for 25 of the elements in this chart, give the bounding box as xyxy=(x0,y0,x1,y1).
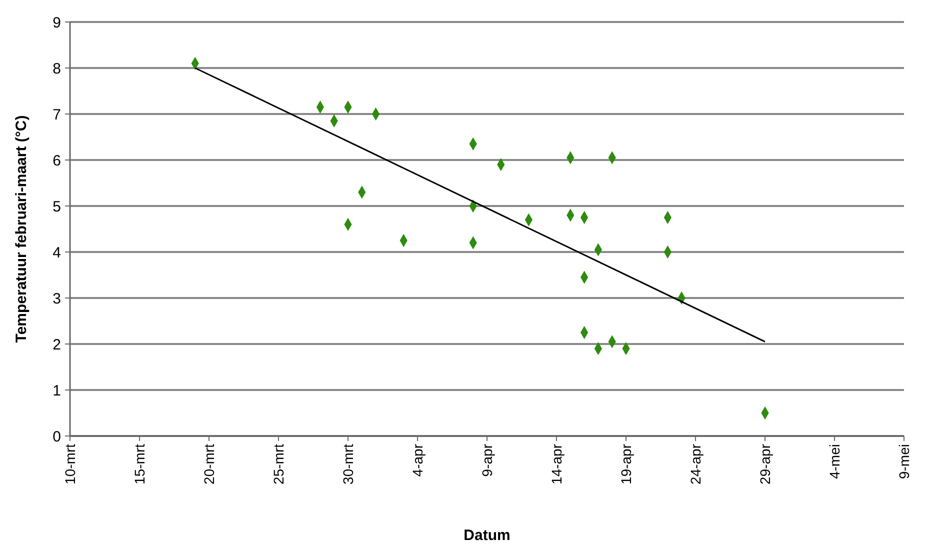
x-axis-title: Datum xyxy=(464,527,510,544)
x-tick-label: 9-mei xyxy=(896,444,912,480)
y-tick-label: 2 xyxy=(52,336,61,354)
x-tick-label: 19-apr xyxy=(618,444,634,484)
x-tick-label: 9-apr xyxy=(478,444,495,477)
y-tick-label: 5 xyxy=(52,198,61,216)
y-tick-label: 9 xyxy=(52,14,61,32)
y-tick-label: 8 xyxy=(52,60,61,78)
y-tick-label: 4 xyxy=(52,244,61,262)
y-axis-title: Temperatuur februari-maart (°C) xyxy=(13,115,30,343)
x-tick-label: 4-mei xyxy=(826,444,842,480)
y-tick-label: 3 xyxy=(52,290,61,308)
x-tick-label: 14-apr xyxy=(548,444,564,484)
x-tick-label: 24-apr xyxy=(687,444,704,484)
x-tick-label: 4-apr xyxy=(409,444,426,477)
x-tick-label: 15-mrt xyxy=(131,444,148,484)
x-tick-label: 20-mrt xyxy=(200,444,217,484)
x-tick-label: 10-mrt xyxy=(62,444,78,484)
y-tick-label: 0 xyxy=(52,428,61,446)
y-tick-label: 7 xyxy=(52,106,61,124)
x-tick-label: 25-mrt xyxy=(270,444,286,484)
y-tick-label: 6 xyxy=(52,152,61,170)
x-tick-label: 29-apr xyxy=(756,444,773,484)
x-tick-label: 30-mrt xyxy=(340,444,356,484)
y-tick-label: 1 xyxy=(52,382,61,400)
